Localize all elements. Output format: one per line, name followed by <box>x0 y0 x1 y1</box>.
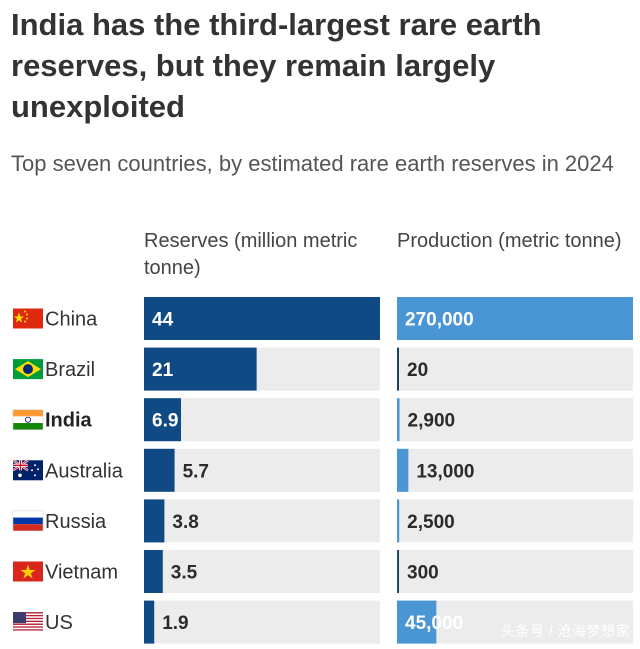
data-label: 300 <box>407 563 439 584</box>
bar-track <box>144 499 380 543</box>
data-label: 45,000 <box>405 613 463 634</box>
bar-track <box>397 499 633 543</box>
australia-flag-icon <box>12 459 43 481</box>
data-label: 2,900 <box>408 411 456 432</box>
russia-flag-icon <box>12 510 44 532</box>
production-column-header: Production (metric tonne) <box>397 230 622 252</box>
chart-title: India has the third-largest rare earth r… <box>11 7 542 124</box>
production-bar <box>397 297 633 340</box>
data-label: 5.7 <box>183 461 209 482</box>
india-flag-icon <box>12 409 44 430</box>
reserves-bar <box>144 448 175 492</box>
data-label: 270,000 <box>405 310 474 331</box>
watermark: 头条号 / 沧海梦想家 <box>500 623 630 639</box>
bar-track <box>397 347 633 391</box>
us-flag-icon <box>13 612 43 633</box>
category-label: US <box>45 612 73 634</box>
bar-track <box>397 398 633 442</box>
reserves-bar <box>144 398 182 442</box>
china-flag-icon <box>13 308 43 329</box>
bar-track <box>144 550 380 593</box>
chart-row-us: US 1.9 45,000 <box>13 600 633 644</box>
reserves-bar <box>144 499 165 543</box>
data-label: 21 <box>152 360 174 381</box>
category-label: China <box>45 309 98 331</box>
brazil-flag-icon <box>13 359 43 380</box>
data-label: 1.9 <box>162 613 188 634</box>
reserves-bar <box>144 550 163 593</box>
production-bar <box>397 398 400 442</box>
data-label: 6.9 <box>152 411 178 432</box>
category-label: Russia <box>45 511 107 533</box>
chart-row-brazil: Brazil 21 20 <box>13 347 633 391</box>
bar-track <box>144 398 380 442</box>
reserves-bar <box>144 347 257 391</box>
bar-track <box>144 600 380 644</box>
vietnam-flag-icon <box>13 561 43 582</box>
chart-row-india: India 6.9 2,900 <box>12 398 633 442</box>
chart-row-australia: Australia 5.7 13,000 <box>12 448 633 492</box>
chart-subtitle: Top seven countries, by estimated rare e… <box>11 151 614 176</box>
chart-row-china: China 44 270,000 <box>13 297 633 340</box>
data-label: 3.8 <box>172 512 198 533</box>
reserves-bar <box>144 600 155 644</box>
production-bar <box>397 499 400 543</box>
chart-row-vietnam: Vietnam 3.5 300 <box>13 550 633 593</box>
bar-baseline <box>397 550 399 593</box>
bar-track <box>397 550 633 593</box>
data-label: 44 <box>152 310 174 331</box>
category-label: Vietnam <box>45 562 118 584</box>
category-label: Australia <box>45 460 124 482</box>
bar-track <box>144 448 380 492</box>
bar-track <box>397 448 633 492</box>
production-bar <box>397 600 437 644</box>
bar-baseline <box>397 347 399 391</box>
data-label: 2,500 <box>407 512 455 533</box>
reserves-column-header: Reserves (million metric tonne) <box>144 230 358 279</box>
production-bar <box>397 448 409 492</box>
data-label: 13,000 <box>416 461 474 482</box>
chart-row-russia: Russia 3.8 2,500 <box>12 499 633 543</box>
category-label: India <box>45 410 93 432</box>
data-label: 3.5 <box>171 563 198 584</box>
category-label: Brazil <box>45 359 95 381</box>
data-label: 20 <box>407 360 428 381</box>
reserves-bar <box>144 297 380 340</box>
